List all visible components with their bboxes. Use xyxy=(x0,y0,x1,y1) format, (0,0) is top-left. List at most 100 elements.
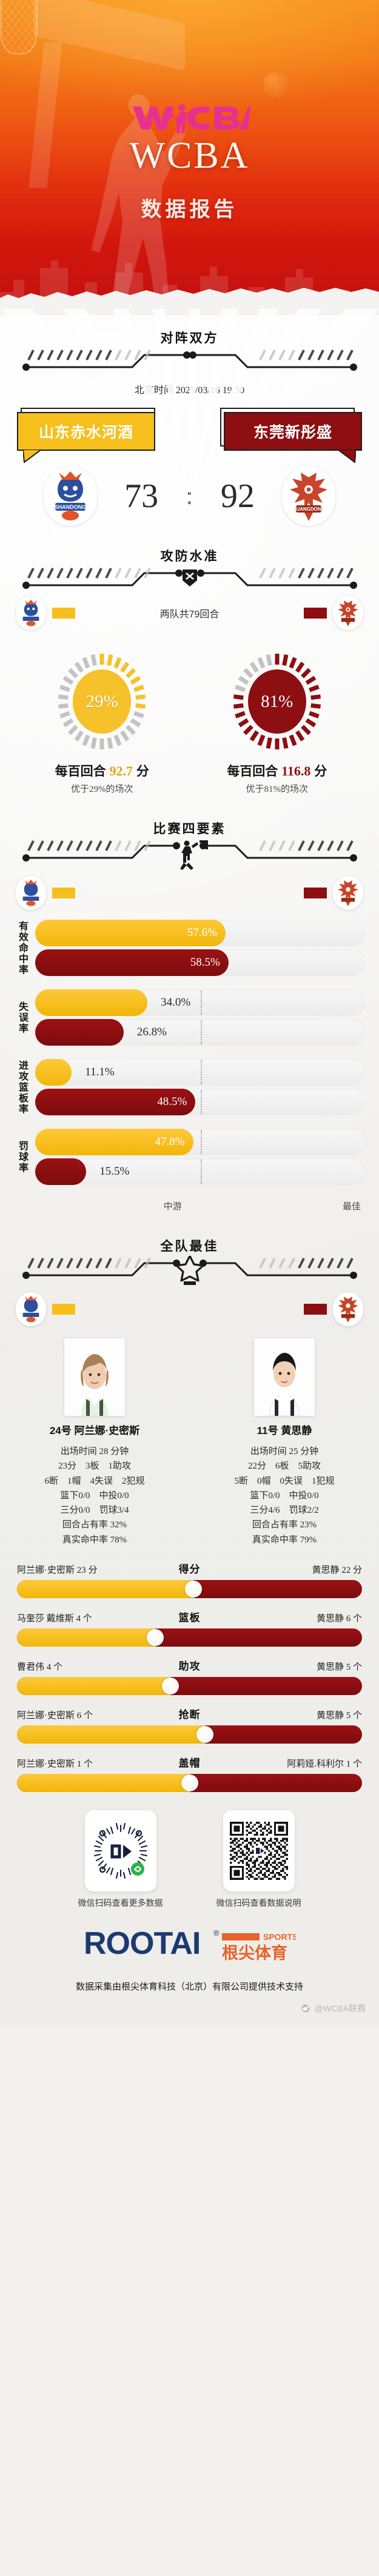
hero-banner: WCBA 数据报告 xyxy=(0,0,379,315)
factor-track: 48.5% xyxy=(35,1089,366,1115)
stat-line: 三分4/6 罚球2/2 xyxy=(250,1505,319,1516)
comparison-row-助攻: 曹君伟 4 个 助攻 黄思静 5 个 xyxy=(17,1658,362,1696)
home-percentile-dial: 29% xyxy=(50,646,153,758)
four-factors-legend xyxy=(0,871,379,910)
home-color-swatch-ff xyxy=(52,888,75,898)
basketball-net-shape xyxy=(0,0,38,55)
factor-label: 失误率 xyxy=(17,1001,27,1034)
qr-data-explanation[interactable]: 微信扫码查看数据说明 xyxy=(216,1810,301,1909)
comparison-left-fill xyxy=(17,1677,170,1696)
weibo-handle: @WCBA联赛 xyxy=(0,1993,379,2027)
comparison-bar xyxy=(17,1725,362,1744)
away-color-swatch-ff xyxy=(304,888,327,898)
legend-home xyxy=(16,596,75,630)
best-player-cards: 24号 阿兰娜·史密斯 出场时间 28 分钟 23分 3板 1助攻 6断 1帽 4失… xyxy=(0,1326,379,1547)
factor-bar-home: 47.8% xyxy=(35,1129,193,1155)
scoreboard: SHANDONG 73 : 92 GUANGDONG xyxy=(0,466,379,526)
section-divider-shield xyxy=(22,568,357,589)
home-team-badge-icon-bp xyxy=(16,1292,46,1326)
section-best-players-header: 全队最佳 xyxy=(0,1212,379,1287)
home-color-swatch-bp xyxy=(52,1304,75,1315)
factor-row-2: 进攻篮板率 11.1% 48.5% xyxy=(13,1059,366,1115)
factor-bar-home xyxy=(35,989,148,1016)
away-best-player-card: 11号 黄思静 出场时间 25 分钟 22分 6板 5助攻 5断 0帽 0失误 1犯… xyxy=(208,1338,361,1547)
comparison-bar xyxy=(17,1677,362,1696)
weibo-icon xyxy=(301,2004,310,2013)
player-silhouette xyxy=(91,94,187,314)
comparison-stat-name: 得分 xyxy=(178,1564,201,1576)
midline-marker xyxy=(200,1090,202,1114)
section-efficiency-header: 攻防水准 xyxy=(0,526,379,591)
midline-marker xyxy=(200,1130,202,1154)
stat-line: 5断 0帽 0失误 1犯规 xyxy=(234,1476,335,1486)
comparison-bar xyxy=(17,1580,362,1599)
home-player-stats: 出场时间 28 分钟 23分 3板 1助攻 6断 1帽 4失误 2犯规 篮下0/0 中… xyxy=(18,1444,171,1547)
four-factors-chart: 有效命中率 57.6% 58.5% 失误率 xyxy=(0,910,379,1185)
away-percentile-label: 81% xyxy=(261,692,293,711)
comparison-row-得分: 阿兰娜·史密斯 23 分 得分 黄思静 22 分 xyxy=(17,1561,362,1599)
factor-row-1: 失误率 34.0% 26.8% xyxy=(13,989,366,1046)
qr-standard-code[interactable] xyxy=(223,1810,295,1892)
factor-bar-group: 47.8% 15.5% xyxy=(35,1129,366,1185)
comparison-knob xyxy=(146,1629,164,1647)
basketball-icon xyxy=(263,71,290,98)
svg-text:®: ® xyxy=(213,1928,220,1937)
comparison-left-fill xyxy=(17,1774,190,1793)
comparison-right-label: 黄思静 5 个 xyxy=(316,1711,362,1721)
section-matchup-header: 对阵双方 xyxy=(0,315,379,373)
home-team-badge-icon xyxy=(16,596,46,630)
comparison-right-label: 黄思静 5 个 xyxy=(316,1662,362,1673)
page-subtitle: 数据报告 xyxy=(141,198,238,221)
away-color-swatch-bp xyxy=(304,1304,327,1315)
home-score: 73 xyxy=(124,477,159,515)
factor-track: 47.8% xyxy=(35,1129,366,1155)
factor-bar-home xyxy=(35,1059,72,1086)
comparison-head: 阿兰娜·史密斯 23 分 得分 黄思静 22 分 xyxy=(17,1561,362,1576)
factor-track: 15.5% xyxy=(35,1158,366,1185)
possessions-note: 两队共79回合 xyxy=(159,609,220,620)
qr-miniprogram-code[interactable] xyxy=(84,1810,156,1892)
section-title-best-players: 全队最佳 xyxy=(160,1240,219,1253)
home-team-logo: SHANDONG xyxy=(43,466,97,526)
qr-section: 微信扫码查看更多数据 xyxy=(0,1810,379,1909)
stat-line: 回合占有率 32% xyxy=(62,1520,127,1530)
score-separator: : xyxy=(186,482,193,510)
factor-track: 34.0% xyxy=(35,989,366,1016)
wcba-league-logo xyxy=(0,102,379,136)
factor-value: 47.8% xyxy=(155,1135,185,1148)
comparison-head: 阿兰娜·史密斯 1 个 盖帽 阿莉娅.科利尔 1 个 xyxy=(17,1754,362,1770)
home-rate-value: 92.7 xyxy=(109,763,133,778)
away-team-badge-icon-ff xyxy=(333,876,363,910)
section-title-four-factors: 比赛四要素 xyxy=(153,822,226,836)
comparison-left-label: 阿兰娜·史密斯 1 个 xyxy=(17,1759,93,1770)
qr-more-data[interactable]: 微信扫码查看更多数据 xyxy=(78,1810,163,1909)
factor-value: 11.1% xyxy=(85,1066,115,1078)
comparison-stat-name: 助攻 xyxy=(178,1661,201,1673)
comparison-left-fill xyxy=(17,1580,193,1599)
legend-home-bp xyxy=(16,1292,75,1326)
comparison-head: 马奎莎 戴维斯 4 个 篮板 黄思静 6 个 xyxy=(17,1609,362,1624)
factor-bar-away xyxy=(35,1158,87,1185)
axis-label-mid: 中游 xyxy=(163,1202,182,1212)
axis-label-best: 最佳 xyxy=(342,1202,361,1212)
away-player-stats: 出场时间 25 分钟 22分 6板 5助攻 5断 0帽 0失误 1犯规 篮下0/0 中… xyxy=(208,1444,361,1547)
comparison-stat-name: 抢断 xyxy=(178,1709,201,1721)
legend-away-bp xyxy=(304,1292,363,1326)
away-team-logo: GUANGDONG xyxy=(282,466,336,526)
home-best-player-card: 24号 阿兰娜·史密斯 出场时间 28 分钟 23分 3板 1助攻 6断 1帽 4失… xyxy=(18,1338,171,1547)
efficiency-legend: 两队共79回合 xyxy=(0,591,379,630)
home-player-photo xyxy=(64,1338,125,1416)
player-comparison-chart: 阿兰娜·史密斯 23 分 得分 黄思静 22 分 马奎莎 戴维斯 4 个 篮板 … xyxy=(0,1547,379,1793)
factor-label: 有效命中率 xyxy=(17,920,27,975)
factor-bar-group: 34.0% 26.8% xyxy=(35,989,366,1046)
home-rate-sub: 优于29%的场次 xyxy=(71,785,133,794)
tech-support-note: 数据采集由根尖体育科技（北京）有限公司提供技术支持 xyxy=(75,1982,303,1993)
comparison-left-label: 曹君伟 4 个 xyxy=(17,1662,63,1673)
factor-bar-group: 57.6% 58.5% xyxy=(35,920,366,976)
home-team-badge-icon-ff xyxy=(16,876,46,910)
factor-bar-away xyxy=(35,1019,124,1046)
away-rate-value: 116.8 xyxy=(281,763,311,778)
home-team-name: 山东赤水河酒 xyxy=(17,412,155,451)
qr-code-icon xyxy=(229,1822,288,1881)
away-player-photo xyxy=(254,1338,315,1416)
